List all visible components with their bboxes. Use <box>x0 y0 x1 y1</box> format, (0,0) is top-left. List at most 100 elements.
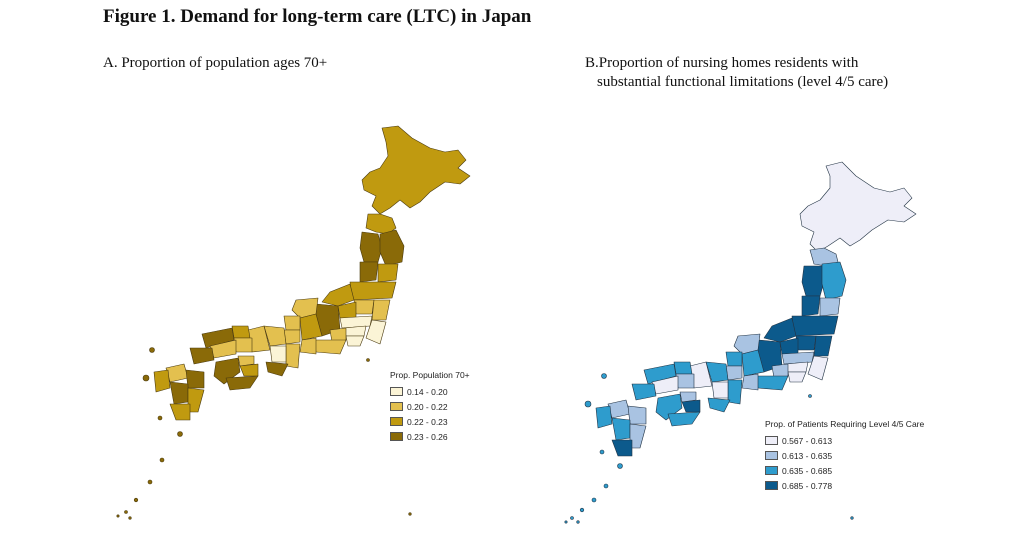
map-b-kagawa <box>679 391 697 403</box>
map-b-miyagi <box>819 297 841 317</box>
legend-b-entry: 0.685 - 0.778 <box>765 478 924 493</box>
legend-b-swatch <box>765 436 778 445</box>
map-b-shiga <box>725 365 743 381</box>
map-a-ibaraki <box>371 299 391 321</box>
map-b-okayama <box>675 373 695 389</box>
map-a-islands <box>116 347 412 520</box>
map-b-aichi <box>741 373 759 391</box>
map-b-islands <box>564 373 854 524</box>
legend-a-label: 0.20 - 0.22 <box>407 401 448 412</box>
legend-a-label: 0.23 - 0.26 <box>407 431 448 442</box>
legend-a-entry: 0.23 - 0.26 <box>390 429 470 444</box>
legend-a-swatch <box>390 402 403 411</box>
panel-b-title-line2: substantial functional limitations (leve… <box>597 74 889 90</box>
map-a-yamagata <box>359 261 379 283</box>
map-b-shizuoka <box>755 375 789 391</box>
map-b-tokyo <box>785 361 809 373</box>
legend-a-swatch <box>390 432 403 441</box>
legend-b-label: 0.685 - 0.778 <box>782 480 833 491</box>
legend-a: Prop. Population 70+ 0.14 - 0.20 0.20 - … <box>390 370 470 444</box>
legend-a-label: 0.22 - 0.23 <box>407 416 448 427</box>
map-b-fukushima <box>791 315 839 337</box>
map-b-kanagawa <box>787 371 807 383</box>
map-b-miyazaki <box>629 423 647 449</box>
map-b-nara-osaka <box>711 381 729 399</box>
map-b-fukui <box>725 351 743 367</box>
map-a-nara-osaka <box>269 345 287 363</box>
map-a-niigata <box>321 283 355 307</box>
map-a-kumamoto <box>169 381 189 405</box>
map-b-akita <box>801 265 825 297</box>
legend-b-swatch <box>765 451 778 460</box>
map-a-miyazaki <box>187 387 205 413</box>
legend-b-entry: 0.567 - 0.613 <box>765 433 924 448</box>
map-a-akita <box>359 231 383 263</box>
legend-b-entry: 0.635 - 0.685 <box>765 463 924 478</box>
map-a-saitama <box>339 315 373 329</box>
map-b-gifu <box>741 349 765 377</box>
map-a-fukushima <box>349 281 397 301</box>
legend-a-entry: 0.20 - 0.22 <box>390 399 470 414</box>
map-b-ibaraki <box>813 335 833 357</box>
map-a-okayama <box>233 337 253 353</box>
map-a-kanagawa <box>345 335 365 347</box>
map-a-saga-nagasaki <box>153 369 171 393</box>
map-a-tokyo <box>343 325 367 337</box>
legend-a-entry: 0.14 - 0.20 <box>390 384 470 399</box>
legend-a-entry: 0.22 - 0.23 <box>390 414 470 429</box>
legend-b-swatch <box>765 466 778 475</box>
map-a <box>116 125 471 520</box>
map-a-oita <box>185 369 205 389</box>
map-b-tokushima <box>681 399 701 413</box>
legend-b-label: 0.613 - 0.635 <box>782 450 833 461</box>
map-b-kagoshima <box>611 439 633 457</box>
map-a-miyagi <box>377 263 399 283</box>
panel-b-title: B.Proportion of nursing homes residents … <box>585 54 888 92</box>
map-b-niigata <box>763 317 797 343</box>
map-a-wakayama <box>265 361 289 377</box>
map-b-saitama <box>781 351 815 365</box>
map-b <box>564 161 917 524</box>
map-a-aichi <box>299 337 317 355</box>
map-a-kagoshima <box>169 403 191 421</box>
panel-a-title: A. Proportion of population ages 70+ <box>103 55 328 71</box>
map-b-kumamoto <box>611 417 631 441</box>
legend-a-swatch <box>390 387 403 396</box>
map-b-hokkaido <box>799 161 917 253</box>
map-a-shiga <box>283 329 301 345</box>
map-a-chiba <box>365 319 387 345</box>
map-a-tokushima <box>239 363 259 377</box>
map-a-fukui <box>283 315 301 331</box>
legend-b-swatch <box>765 481 778 490</box>
map-b-iwate <box>821 261 847 301</box>
map-a-shizuoka <box>313 339 347 355</box>
map-a-hokkaido <box>361 125 471 215</box>
panel-b-title-line1: B.Proportion of nursing homes residents … <box>585 55 859 71</box>
legend-a-label: 0.14 - 0.20 <box>407 386 448 397</box>
map-a-tochigi <box>353 299 375 315</box>
map-a-kochi <box>225 375 259 391</box>
map-b-yamaguchi <box>631 383 657 401</box>
map-b-tochigi <box>795 335 817 351</box>
map-b-tottori <box>673 361 693 375</box>
map-b-wakayama <box>707 397 731 413</box>
legend-a-swatch <box>390 417 403 426</box>
legend-b-label: 0.635 - 0.685 <box>782 465 833 476</box>
legend-b: Prop. of Patients Requiring Level 4/5 Ca… <box>765 419 924 493</box>
map-a-kagawa <box>237 355 255 367</box>
map-b-chiba <box>807 355 829 381</box>
map-b-saga-nagasaki <box>595 405 613 429</box>
map-b-oita <box>627 405 647 425</box>
map-a-yamaguchi <box>189 347 215 365</box>
map-b-kochi <box>667 411 701 427</box>
legend-b-label: 0.567 - 0.613 <box>782 435 833 446</box>
legend-b-entry: 0.613 - 0.635 <box>765 448 924 463</box>
map-a-gifu <box>299 313 323 341</box>
map-a-tottori <box>231 325 251 339</box>
map-b-yamagata <box>801 295 821 317</box>
map-a-iwate <box>379 229 405 267</box>
legend-b-title: Prop. of Patients Requiring Level 4/5 Ca… <box>765 419 925 429</box>
figure-title: Figure 1. Demand for long-term care (LTC… <box>103 6 532 27</box>
legend-a-title: Prop. Population 70+ <box>390 370 470 380</box>
